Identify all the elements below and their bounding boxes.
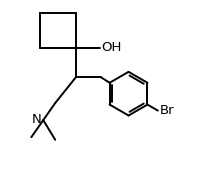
Text: OH: OH — [101, 41, 122, 54]
Text: N: N — [32, 113, 41, 126]
Text: Br: Br — [159, 104, 174, 117]
